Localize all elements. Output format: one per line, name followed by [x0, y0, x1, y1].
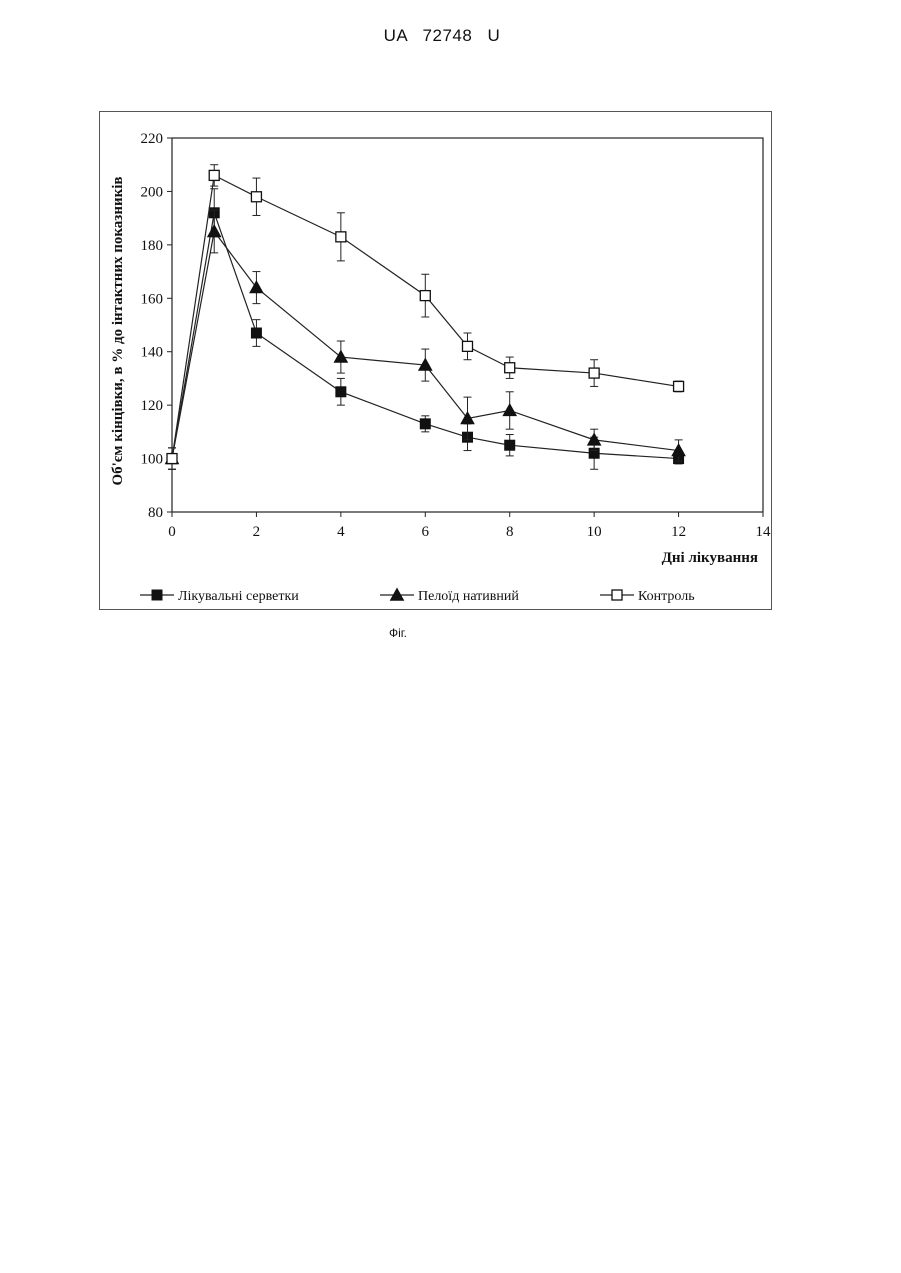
y-tick-label: 140: [141, 345, 164, 361]
data-point: [420, 291, 430, 301]
patent-number-header: UA 72748 U: [0, 26, 884, 46]
chart-legend: Лікувальні серветки Пелоїд нативний Контро…: [140, 589, 695, 605]
legend-item-0: Лікувальні серветки: [140, 589, 299, 604]
x-tick-label: 2: [253, 524, 261, 540]
y-tick-label: 120: [141, 398, 164, 414]
data-point: [336, 232, 346, 242]
data-point: [588, 433, 601, 445]
data-point: [251, 328, 261, 338]
y-tick-label: 220: [141, 131, 164, 147]
data-point: [250, 281, 263, 293]
x-tick-label: 12: [671, 524, 686, 540]
data-point: [505, 363, 515, 373]
figure-caption: Фіг.: [0, 626, 796, 640]
data-point: [251, 192, 261, 202]
y-tick-label: 80: [148, 505, 163, 521]
x-tick-label: 6: [422, 524, 430, 540]
data-point: [209, 170, 219, 180]
line-chart: 80 100 120 140 160 180 200 220 0 2 4 6 8 10 12 14 Дні лі…: [100, 112, 771, 609]
x-tick-label: 10: [587, 524, 602, 540]
legend-label: Пелоїд нативний: [418, 589, 519, 604]
legend-marker: [152, 590, 162, 600]
legend-label: Контроль: [638, 589, 695, 604]
x-tick-label: 0: [168, 524, 176, 540]
data-point: [463, 341, 473, 351]
figure-frame: 80 100 120 140 160 180 200 220 0 2 4 6 8 10 12 14 Дні лі…: [99, 111, 772, 610]
y-tick-label: 100: [141, 452, 164, 468]
legend-item-1: Пелоїд нативний: [380, 589, 519, 605]
x-tick-label: 14: [756, 524, 772, 540]
x-tick-label: 8: [506, 524, 514, 540]
legend-item-2: Контроль: [600, 589, 695, 604]
chart-axes: 80 100 120 140 160 180 200 220 0 2 4 6 8 10 12 14 Дні лі…: [110, 131, 771, 566]
data-point: [336, 387, 346, 397]
data-point: [503, 404, 516, 416]
legend-label: Лікувальні серветки: [178, 589, 299, 604]
y-tick-label: 200: [141, 184, 164, 200]
data-point: [334, 351, 347, 363]
legend-marker: [391, 589, 404, 601]
chart-series: [166, 165, 686, 470]
x-tick-label: 4: [337, 524, 345, 540]
y-tick-label: 180: [141, 238, 164, 254]
y-axis-label: Об'єм кінцівки, в % до інтактних показни…: [110, 176, 126, 485]
x-axis-label: Дні лікування: [662, 550, 758, 566]
data-point: [674, 381, 684, 391]
series-0: [167, 189, 684, 470]
data-point: [167, 454, 177, 464]
data-point: [589, 368, 599, 378]
y-tick-label: 160: [141, 291, 164, 307]
legend-marker: [612, 590, 622, 600]
data-point: [420, 419, 430, 429]
data-point: [505, 440, 515, 450]
